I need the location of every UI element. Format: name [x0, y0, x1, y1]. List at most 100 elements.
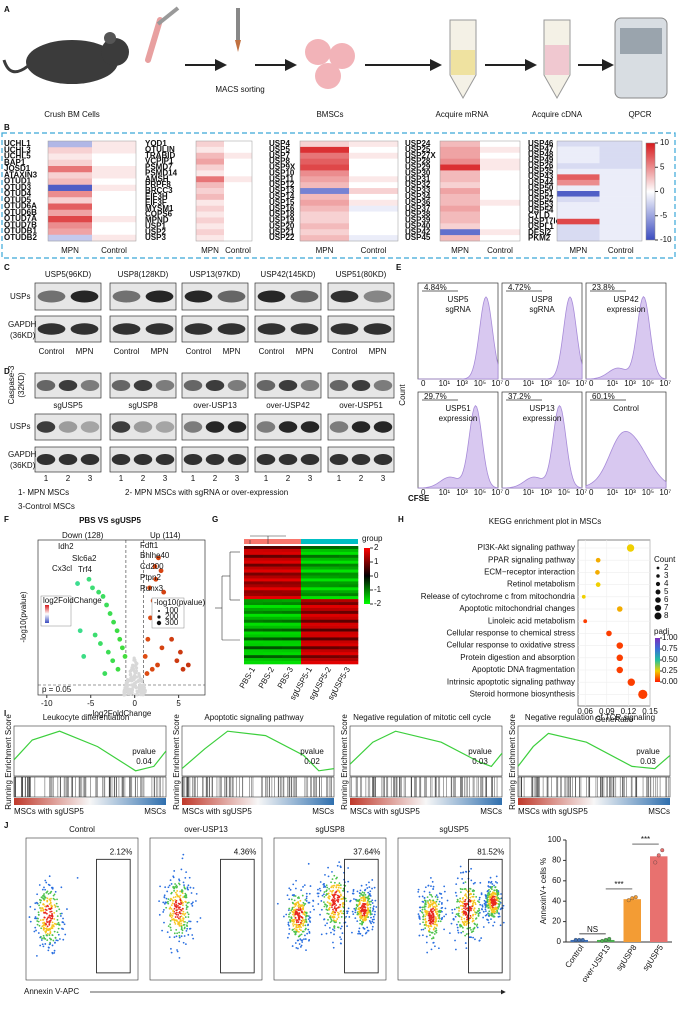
event: [363, 892, 366, 894]
blot-band: [80, 454, 100, 465]
event: [52, 925, 55, 928]
heat-cell: [320, 605, 340, 609]
event: [54, 936, 57, 939]
event: [357, 908, 360, 911]
event: [53, 898, 56, 901]
event: [295, 903, 298, 906]
heat-cell: [282, 590, 302, 594]
heat-cell: [92, 209, 136, 217]
event: [162, 901, 165, 904]
lane-label: 3: [235, 474, 240, 483]
heat-cell: [557, 179, 600, 186]
heat-cell: [282, 557, 302, 562]
event: [53, 893, 56, 896]
event: [344, 897, 347, 900]
heat-cell: [244, 569, 264, 573]
event: [443, 928, 445, 931]
heat-cell: [282, 572, 302, 576]
event: [458, 910, 460, 912]
point: [115, 666, 121, 672]
event: [463, 888, 466, 890]
point: [110, 658, 116, 664]
protein-label: USP13(97KD): [190, 270, 241, 279]
event: [490, 909, 493, 912]
background-point: [125, 677, 130, 682]
event: [50, 917, 53, 920]
gene-label: USP38: [405, 210, 431, 219]
event: [290, 898, 293, 901]
event: [303, 903, 306, 905]
axis-tick-label: 10⁵: [558, 488, 570, 497]
event: [300, 944, 303, 947]
event: [490, 901, 493, 904]
point: [158, 568, 164, 574]
heat-cell: [320, 631, 340, 635]
event: [432, 937, 435, 939]
event: [303, 938, 305, 940]
event: [425, 924, 428, 927]
event: [461, 911, 464, 914]
category-label: Retinol metabolism: [507, 580, 575, 589]
event: [484, 894, 487, 896]
event: [371, 928, 374, 931]
heat-cell: [339, 640, 359, 644]
event: [462, 900, 465, 903]
heat-cell: [244, 652, 264, 656]
legend-title: -log10(pvalue): [154, 598, 205, 607]
heat-cell: [282, 551, 302, 556]
event: [300, 889, 303, 892]
event: [427, 926, 430, 928]
event: [496, 911, 498, 914]
event: [439, 892, 442, 895]
event: [496, 882, 499, 884]
event: [472, 919, 475, 922]
event: [466, 902, 468, 905]
point: [111, 619, 116, 625]
x-tick-label: 0.09: [599, 707, 615, 716]
event: [370, 900, 372, 903]
event: [491, 892, 493, 895]
heat-cell: [48, 228, 92, 236]
event: [434, 902, 437, 905]
event: [359, 919, 362, 922]
event: [299, 915, 301, 917]
gene-label: PKM2: [528, 233, 551, 242]
event: [451, 908, 454, 911]
axis-label: MSCs with sgUSP5: [518, 807, 588, 816]
event: [469, 914, 472, 917]
event: [186, 886, 189, 889]
event: [167, 902, 170, 905]
event: [42, 928, 45, 931]
heat-cell: [224, 223, 252, 230]
event: [186, 902, 189, 904]
legend-label: 3: [664, 571, 669, 580]
event: [320, 900, 323, 902]
event: [464, 934, 467, 937]
event: [426, 910, 429, 913]
event: [47, 928, 50, 931]
axis-tick-label: 0: [421, 379, 426, 388]
event: [429, 904, 432, 907]
event: [461, 888, 464, 891]
event: [469, 887, 471, 890]
scale-tick-label: 0: [374, 571, 379, 580]
replicate: [630, 896, 635, 901]
heat-cell: [301, 596, 321, 600]
event: [295, 925, 298, 927]
heat-cell: [320, 584, 340, 588]
event: [471, 895, 474, 898]
heat-cell: [263, 593, 283, 597]
event: [333, 925, 336, 928]
axis-tick-label: 0: [589, 488, 594, 497]
heat-cell: [301, 643, 321, 647]
event: [170, 908, 173, 910]
scale-tick-label: 1: [374, 557, 379, 566]
event: [423, 924, 426, 926]
blot-band: [373, 454, 393, 465]
heat-cell: [339, 634, 359, 638]
heat-cell: [196, 170, 224, 177]
heat-cell: [244, 590, 264, 594]
event: [432, 915, 435, 917]
event: [180, 909, 183, 912]
point: [155, 662, 160, 668]
